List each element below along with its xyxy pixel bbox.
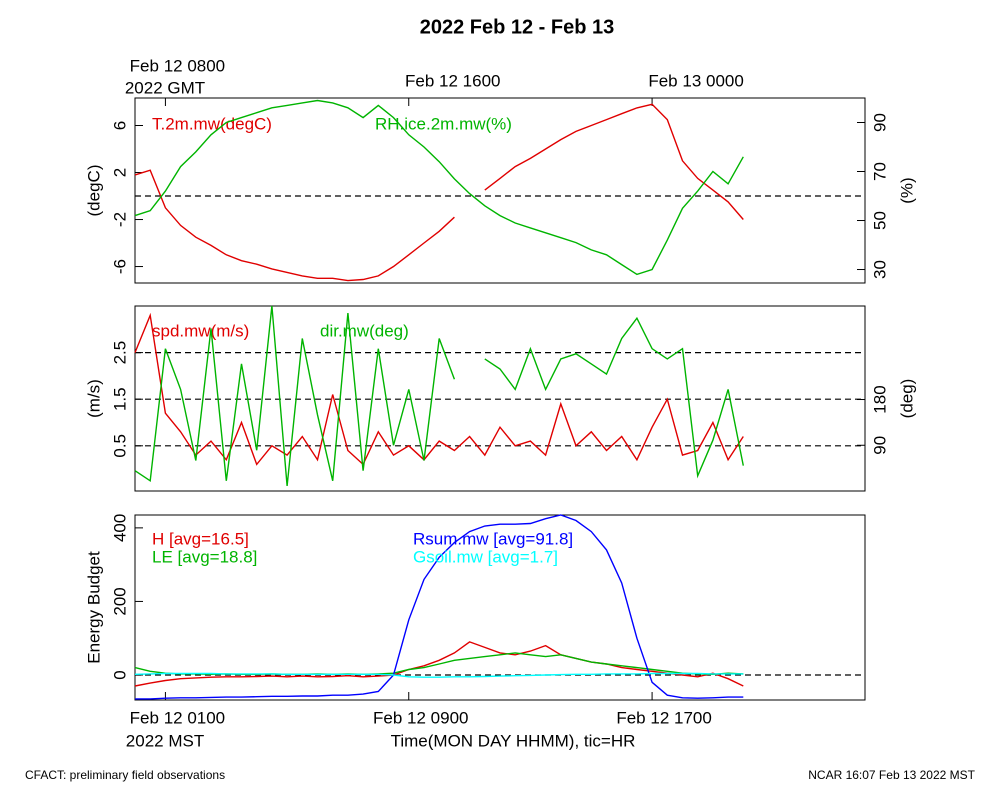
y2-tick-label: 90 xyxy=(870,436,889,455)
y2-tick-label: 70 xyxy=(870,162,889,181)
series-line xyxy=(135,514,744,700)
legend-entry: H [avg=16.5] xyxy=(152,529,249,548)
y2-tick-label: 90 xyxy=(870,113,889,132)
legend-entry: spd.mw(m/s) xyxy=(152,321,249,340)
chart-title: 2022 Feb 12 - Feb 13 xyxy=(420,16,615,38)
series-line xyxy=(134,305,744,486)
series-line xyxy=(134,103,744,282)
x2-tick-label: Feb 13 0000 xyxy=(648,71,743,90)
y-tick-label: 400 xyxy=(110,514,129,542)
legend-entry: RH.ice.2m.mw(%) xyxy=(375,114,512,133)
y-tick-label: 200 xyxy=(110,587,129,615)
y-axis-label: Energy Budget xyxy=(84,551,103,664)
top-axis-unit: 2022 GMT xyxy=(125,78,205,97)
footer-right: NCAR 16:07 Feb 13 2022 MST xyxy=(808,768,975,782)
x2-tick-label: Feb 12 0800 xyxy=(130,56,225,75)
series-line xyxy=(134,672,744,678)
y-tick-label: 0.5 xyxy=(110,434,129,458)
bottom-axis-unit: 2022 MST xyxy=(126,731,204,750)
y-tick-label: 6 xyxy=(110,121,129,130)
x-tick-label: Feb 12 0900 xyxy=(373,708,468,727)
x2-tick-label: Feb 12 1600 xyxy=(405,71,500,90)
y-tick-label: 2.5 xyxy=(110,341,129,365)
y-axis-label: (degC) xyxy=(84,165,103,217)
x-tick-label: Feb 12 0100 xyxy=(130,708,225,727)
legend-entry: Gsoil.mw [avg=1.7] xyxy=(413,547,558,566)
legend-entry: LE [avg=18.8] xyxy=(152,547,257,566)
legend-entry: Rsum.mw [avg=91.8] xyxy=(413,529,573,548)
y2-tick-label: 30 xyxy=(870,260,889,279)
y-tick-label: -6 xyxy=(110,259,129,274)
legend-entry: T.2m.mw(degC) xyxy=(152,114,272,133)
y2-tick-label: 50 xyxy=(870,211,889,230)
footer-left: CFACT: preliminary field observations xyxy=(25,768,225,782)
y-tick-label: -2 xyxy=(110,212,129,227)
plot-frame xyxy=(134,514,866,701)
x-axis-label: Time(MON DAY HHMM), tic=HR xyxy=(391,731,636,750)
series-line xyxy=(134,99,744,276)
y2-axis-label: (%) xyxy=(897,177,916,203)
series-line xyxy=(134,641,744,687)
plot-frame xyxy=(134,305,866,492)
y-tick-label: 0 xyxy=(110,670,129,679)
y-axis-label: (m/s) xyxy=(84,379,103,418)
y-tick-label: 2 xyxy=(110,168,129,177)
y-tick-label: 1.5 xyxy=(110,387,129,411)
y2-axis-label: (deg) xyxy=(897,379,916,419)
plot-frame xyxy=(134,97,866,284)
legend-entry: dir.mw(deg) xyxy=(320,321,409,340)
series-line xyxy=(134,312,744,466)
y2-tick-label: 180 xyxy=(870,385,889,413)
x-tick-label: Feb 12 1700 xyxy=(616,708,711,727)
